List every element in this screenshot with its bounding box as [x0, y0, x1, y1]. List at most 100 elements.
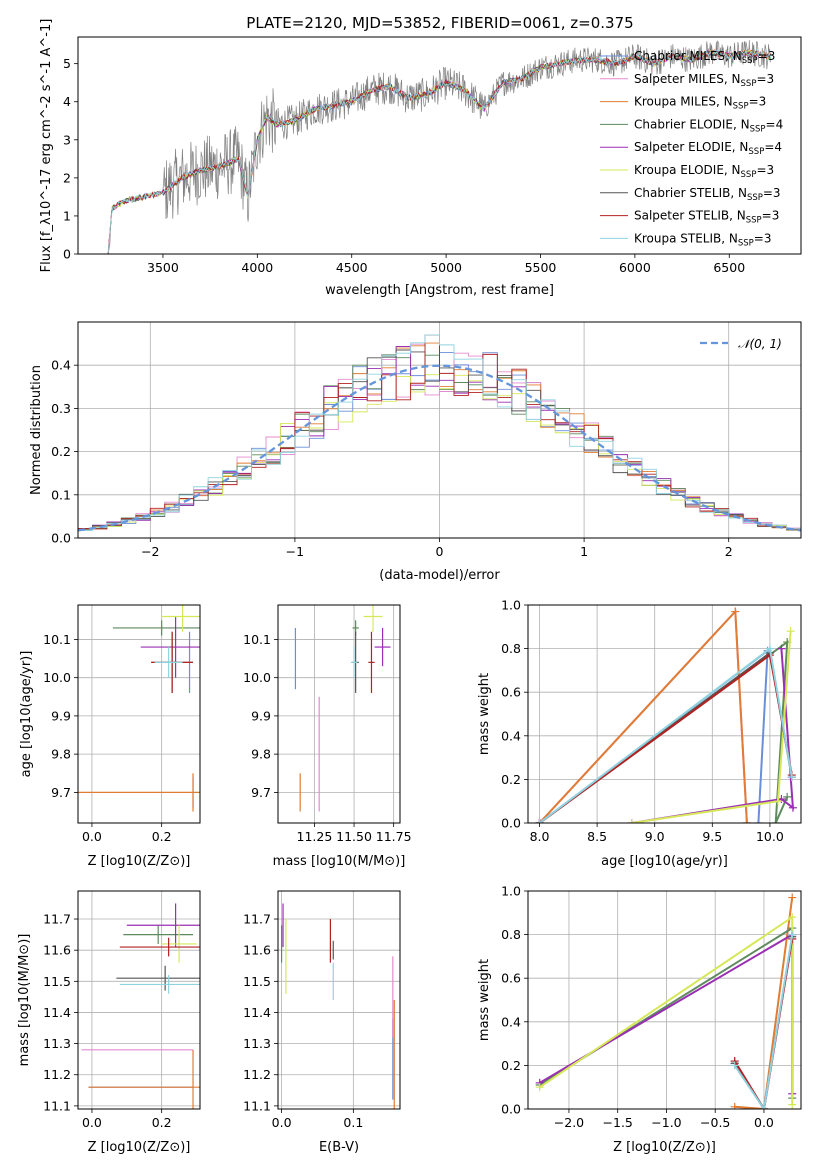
weight-series-kroupa-elodie [535, 913, 797, 1109]
x-tick-label: 0.0 [82, 829, 102, 844]
axes-frame [277, 890, 401, 1110]
weight-series-chabrier-miles [730, 934, 797, 1109]
errorbar-salpeter-elodie [140, 616, 200, 678]
weight-marker [771, 819, 780, 823]
x-axis-label: Z [log10(Z/Z⊙)] [88, 854, 191, 869]
weight-series-chabrier-stelib [535, 648, 796, 823]
plot-area [535, 607, 797, 823]
x-tick-label: 6500 [713, 260, 745, 275]
y-tick-label: 0 [63, 247, 71, 262]
errorbar-kroupa-elodie [161, 605, 200, 632]
errorbar-salpeter-elodie [374, 627, 391, 667]
y-tick-label: 0.8 [501, 927, 521, 942]
x-axis-label: age [log10(age/yr)] [601, 854, 728, 869]
legend-normal-label: 𝒩(0, 1) [738, 337, 782, 351]
grid-lines [278, 605, 400, 823]
y-tick-label: 10.1 [43, 632, 71, 647]
model-spectrum-kroupa-stelib [107, 48, 772, 253]
weight-marker [730, 1102, 739, 1109]
y-tick-label: 0.3 [51, 401, 71, 416]
x-tick-label: 11.50 [336, 829, 372, 844]
axes-frame [527, 604, 802, 824]
x-tick-label: −1 [286, 544, 304, 559]
axes-frame [277, 604, 401, 824]
x-axis-label: Z [log10(Z/Z⊙)] [613, 1140, 716, 1155]
legend-label-salpeter-stelib: Salpeter STELIB, NSSP=3 [634, 209, 779, 226]
errorbar-chabrier-stelib [116, 965, 200, 991]
x-tick-label: 9.5 [702, 829, 722, 844]
weight-marker [788, 1100, 797, 1109]
plot-area [78, 334, 801, 538]
legend-label-kroupa-elodie: Kroupa ELODIE, NSSP=3 [634, 163, 774, 180]
y-tick-label: 10.0 [243, 670, 271, 685]
weight-marker [730, 1061, 739, 1070]
grid-lines [78, 891, 200, 1109]
legend-label-chabrier-stelib: Chabrier STELIB, NSSP=3 [634, 186, 781, 203]
y-tick-label: 11.2 [243, 1067, 271, 1082]
y-tick-label: 9.8 [51, 747, 71, 762]
weight-marker [777, 644, 786, 653]
errorbar-salpeter-stelib [368, 631, 375, 693]
x-tick-label: 3500 [147, 260, 179, 275]
x-tick-label: 0.2 [152, 829, 172, 844]
weight-marker [535, 1083, 544, 1092]
grid-lines [78, 605, 200, 823]
y-tick-label: 9.9 [51, 708, 71, 723]
weight-marker [786, 627, 795, 636]
y-tick-label: 5 [63, 56, 71, 71]
weight-series-kroupa-miles [730, 893, 797, 1109]
legend-label-kroupa-miles: Kroupa MILES, NSSP=3 [634, 95, 766, 112]
x-axis-label: E(B-V) [319, 1140, 359, 1155]
weight-marker [754, 819, 763, 823]
x-tick-label: −2 [141, 544, 159, 559]
grid-lines [528, 890, 801, 1110]
x-tick-label: 0.0 [754, 1115, 774, 1130]
errorbar-kroupa-miles [88, 1049, 200, 1109]
y-tick-label: 4 [63, 94, 71, 109]
y-tick-label: 9.9 [251, 708, 271, 723]
errorbar-chabrier-elodie [112, 620, 200, 636]
normal-curve [78, 364, 801, 532]
errorbar-kroupa-stelib [154, 647, 183, 678]
y-tick-label: 11.6 [43, 943, 71, 958]
y-tick-label: 11.3 [243, 1036, 271, 1051]
legend-label-chabrier-miles: Chabrier MILES, NSSP=3 [634, 49, 775, 66]
weight-marker [627, 819, 636, 823]
y-tick-label: 11.6 [243, 943, 271, 958]
y-tick-label: 10.0 [43, 670, 71, 685]
y-tick-label: 11.7 [243, 912, 271, 927]
residual-histogram-axes: −2 −1 0 1 2 0.0 0.1 0.2 0.3 0.4 (data-model)/error… [29, 321, 802, 583]
errorbar-salpeter-stelib [119, 937, 200, 957]
y-tick-label: 0.6 [501, 971, 521, 986]
weight-series-kroupa-miles [535, 607, 751, 823]
weight-marker [535, 819, 544, 823]
x-tick-label: 5500 [525, 260, 557, 275]
y-tick-label: 1.0 [501, 598, 521, 613]
weight-line [538, 651, 793, 823]
legend-label-kroupa-stelib: Kroupa STELIB, NSSP=3 [634, 231, 772, 248]
weight-marker [787, 773, 796, 782]
y-axis-label: mass weight [477, 959, 492, 1041]
y-tick-label: 0.2 [501, 1058, 521, 1073]
y-tick-label: 11.5 [243, 974, 271, 989]
weight-series-chabrier-elodie [535, 924, 797, 1103]
errorbar-chabrier-elodie [123, 925, 194, 944]
weight-line [539, 932, 794, 1094]
weight-series-salpeter-stelib [730, 934, 797, 1109]
y-tick-label: 11.5 [43, 974, 71, 989]
y-tick-label: 11.4 [43, 1005, 71, 1020]
axes-frame [77, 36, 802, 255]
weight-marker [783, 792, 792, 801]
axes-frame [527, 890, 802, 1110]
y-tick-label: 0.2 [51, 444, 71, 459]
x-axis-label: (data-model)/error [379, 568, 500, 583]
weight-series-salpeter-miles [535, 607, 751, 823]
y-tick-label: 11.2 [43, 1067, 71, 1082]
y-tick-label: 11.1 [243, 1098, 271, 1113]
y-tick-label: 0.0 [501, 816, 521, 831]
y-axis-label: Normed distribution [29, 365, 44, 495]
y-tick-label: 9.7 [51, 785, 71, 800]
x-tick-label: 5000 [430, 260, 462, 275]
y-tick-label: 11.4 [243, 1005, 271, 1020]
y-tick-label: 0.0 [51, 531, 71, 546]
